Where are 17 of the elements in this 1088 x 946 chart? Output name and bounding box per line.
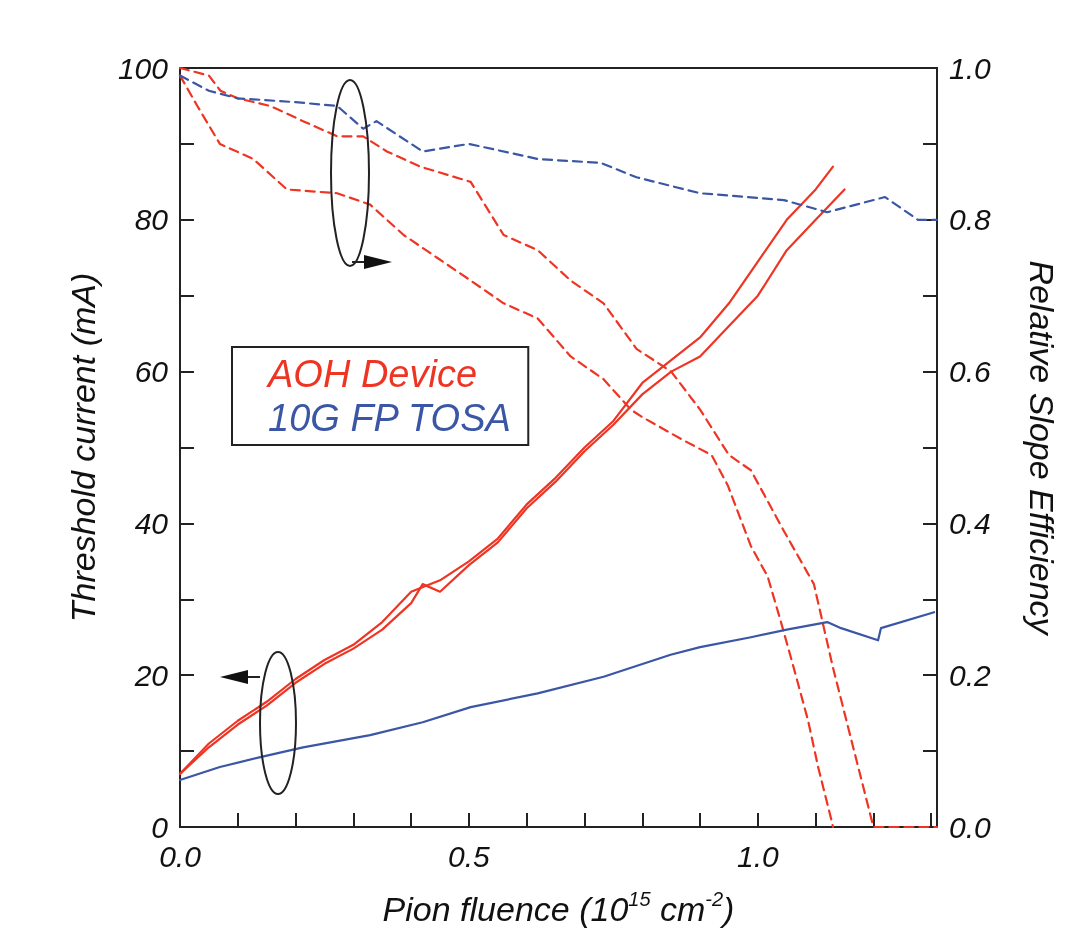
- y-tick-label: 20: [133, 658, 169, 692]
- y-tick-label: 40: [134, 506, 169, 540]
- y-tick-label: 60: [134, 355, 169, 389]
- y2-tick-label: 0.8: [949, 203, 992, 237]
- y2-tick-label: 0.4: [949, 506, 991, 540]
- x-tick-label: 0.5: [448, 839, 491, 873]
- text: AOH Device: [266, 353, 478, 395]
- y-tick-label: 100: [117, 51, 169, 85]
- y2-axis-title: Relative Slope Efficiency: [1023, 260, 1061, 637]
- y2-tick-label: 0.0: [949, 810, 992, 844]
- x-tick-label: 1.0: [737, 839, 780, 873]
- y2-tick-label: 0.2: [949, 658, 992, 692]
- y-axis-title: Threshold current (mA): [64, 272, 102, 623]
- y-tick-label: 80: [134, 203, 169, 237]
- y2-tick-label: 1.0: [949, 51, 992, 85]
- y2-tick-label: 0.6: [949, 355, 992, 389]
- text: 10G FP TOSA: [268, 397, 511, 439]
